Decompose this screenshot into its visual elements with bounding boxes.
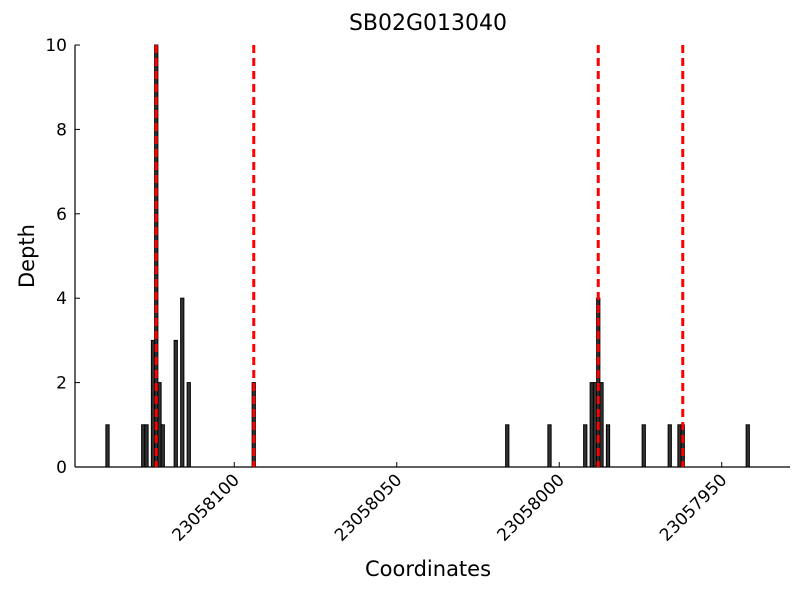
- bar: [680, 424, 685, 468]
- bar: [599, 382, 604, 468]
- bar: [547, 424, 552, 468]
- y-tick-label: 6: [56, 205, 67, 225]
- bar: [745, 424, 750, 468]
- y-tick-label: 2: [56, 374, 67, 394]
- x-tick-label: 23057950: [656, 470, 731, 545]
- bar: [641, 424, 646, 468]
- y-tick-label: 0: [56, 458, 67, 478]
- bar: [583, 424, 588, 468]
- bar: [667, 424, 672, 468]
- bar: [144, 424, 149, 468]
- y-tick-label: 8: [56, 120, 67, 140]
- bar: [186, 382, 191, 468]
- y-tick-label: 4: [56, 289, 67, 309]
- bar: [105, 424, 110, 468]
- bar: [605, 424, 611, 468]
- bar: [505, 424, 510, 468]
- chart-title: SB02G013040: [349, 11, 507, 36]
- x-tick-label: 23058100: [168, 470, 243, 545]
- bar: [160, 424, 165, 468]
- y-tick-label: 10: [45, 36, 67, 56]
- x-axis-label: Coordinates: [365, 557, 491, 581]
- x-tick-label: 23058050: [331, 470, 406, 545]
- x-tick-label: 23058000: [493, 470, 568, 545]
- bar: [173, 339, 178, 468]
- y-axis-label: Depth: [15, 224, 39, 288]
- bar: [180, 297, 185, 468]
